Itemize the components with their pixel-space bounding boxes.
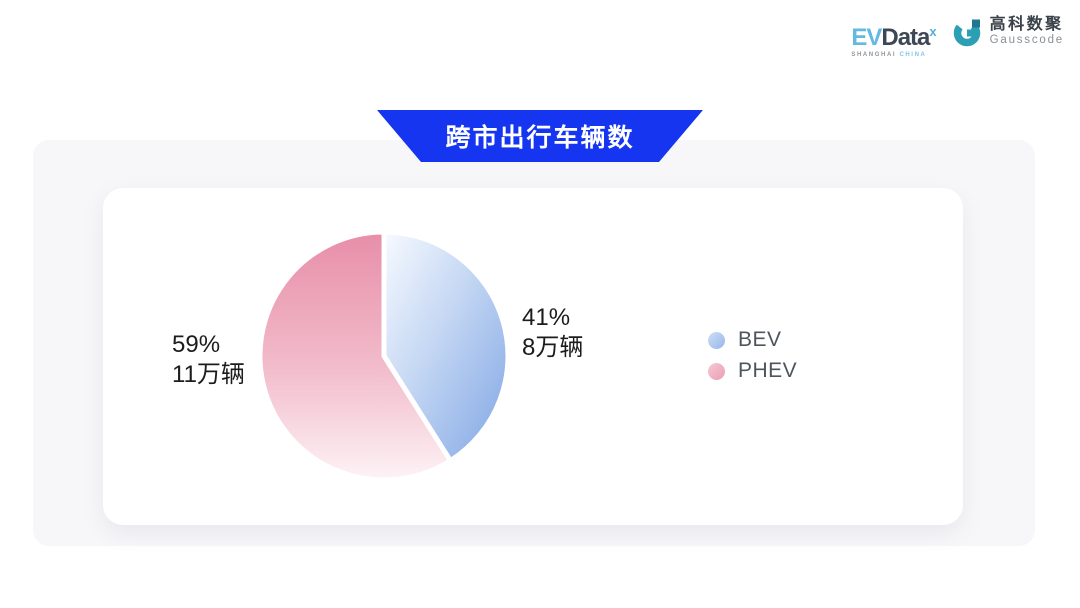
evdata-subtext-china: CHINA [899,52,927,58]
gausscode-logo: 高科数聚 Gausscode [953,16,1064,47]
pie-slice-phev [257,229,453,483]
chart-legend: BEV PHEV [708,328,797,383]
pie-chart [257,229,511,483]
gausscode-text: 高科数聚 Gausscode [990,16,1064,47]
chart-title: 跨市出行车辆数 [445,124,635,152]
chart-card: 41% 8万辆 59% 11万辆 BEV PHEV [103,188,963,525]
evdata-ev-text: EV [851,24,882,51]
slice-label-bev-percent: 41% [522,304,571,331]
evdata-wordmark: EVDatax [851,20,936,50]
legend-marker-bev-icon [708,331,725,349]
gausscode-cn-label: 高科数聚 [989,16,1064,33]
evdata-sup-mark: x [929,24,937,39]
evdata-data-text: Data [881,24,930,51]
slice-label-phev-count: 11万辆 [172,361,245,388]
gausscode-g-icon [953,19,980,46]
chart-title-banner: 跨市出行车辆数 [377,110,703,162]
legend-marker-phev-icon [708,362,725,380]
evdata-subtext-shanghai: SHANGHAI [851,52,897,58]
legend-label-bev: BEV [738,328,782,351]
slice-label-bev-count: 8万辆 [522,334,584,361]
slice-label-bev: 41% 8万辆 [522,303,583,363]
slice-label-phev: 59% 11万辆 [172,330,245,390]
legend-item-phev: PHEV [708,359,797,383]
evdata-logo: EVDatax SHANGHAI CHINA [851,16,936,58]
logo-group: EVDatax SHANGHAI CHINA 高科数聚 Gausscode [851,16,1064,58]
legend-label-phev: PHEV [738,359,798,382]
slice-label-phev-percent: 59% [172,331,221,358]
evdata-subtext: SHANGHAI CHINA [851,52,926,58]
gausscode-en-label: Gausscode [989,34,1064,46]
legend-item-bev: BEV [708,328,797,352]
